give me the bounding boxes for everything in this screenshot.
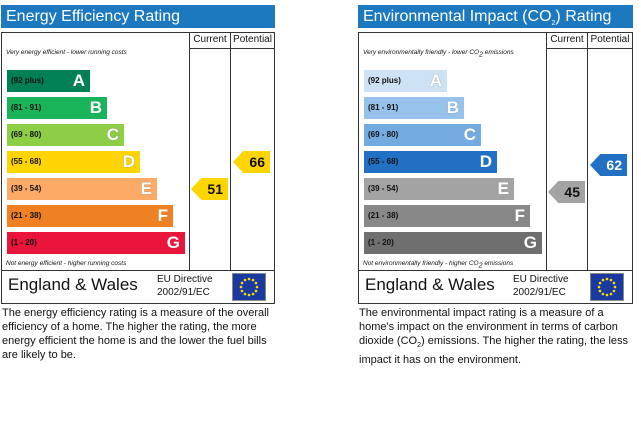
potential-rating-arrow: 62	[590, 154, 627, 176]
band-g: (1 - 20) G	[364, 232, 542, 254]
band-range: (81 - 91)	[11, 103, 42, 112]
potential-column-header: Potential	[233, 34, 272, 45]
current-rating-value: 51	[207, 181, 223, 197]
energy-efficiency-panel: Energy Efficiency Rating Current Potenti…	[1, 5, 275, 362]
energy-efficiency-description: The energy efficiency rating is a measur…	[2, 307, 269, 361]
band-range: (69 - 80)	[11, 130, 42, 139]
current-column-divider	[189, 33, 190, 270]
band-d: (55 - 68) D	[364, 151, 497, 173]
band-letter: B	[89, 98, 102, 117]
band-letter: D	[122, 152, 135, 171]
top-note: Very energy efficient - lower running co…	[6, 49, 127, 56]
eu-flag-icon	[590, 273, 624, 301]
band-range: (21 - 38)	[11, 211, 42, 220]
band-e: (39 - 54) E	[7, 178, 157, 200]
band-range: (92 plus)	[11, 76, 44, 85]
environmental-impact-description: The environmental impact rating is a mea…	[359, 307, 629, 367]
energy-efficiency-footer: England & Wales EU Directive 2002/91/EC	[1, 271, 275, 304]
band-range: (39 - 54)	[368, 184, 399, 193]
band-f: (21 - 38) F	[364, 205, 530, 227]
environmental-impact-footer: England & Wales EU Directive 2002/91/EC	[358, 271, 633, 304]
directive-line2: 2002/91/EC	[513, 287, 566, 298]
band-b: (81 - 91) B	[364, 97, 464, 119]
band-a: (92 plus) A	[7, 70, 90, 92]
directive-line1: EU Directive	[157, 274, 213, 285]
band-g: (1 - 20) G	[7, 232, 185, 254]
band-range: (92 plus)	[368, 76, 401, 85]
eu-flag-icon	[232, 273, 266, 301]
bottom-note: Not energy efficient - higher running co…	[6, 260, 127, 267]
current-column-header: Current	[193, 34, 227, 45]
band-range: (1 - 20)	[368, 238, 394, 247]
environmental-impact-title: Environmental Impact (CO2) Rating	[358, 5, 633, 28]
bottom-note: Not environmentally friendly - higher CO…	[363, 260, 514, 270]
band-letter: G	[166, 233, 180, 252]
band-c: (69 - 80) C	[364, 124, 481, 146]
band-range: (39 - 54)	[11, 184, 42, 193]
directive-line1: EU Directive	[513, 274, 569, 285]
eu-stars	[597, 277, 617, 297]
band-letter: G	[523, 233, 537, 252]
energy-efficiency-title: Energy Efficiency Rating	[1, 5, 275, 28]
band-range: (55 - 68)	[11, 157, 42, 166]
band-d: (55 - 68) D	[7, 151, 140, 173]
band-letter: B	[446, 98, 459, 117]
eu-directive: EU Directive 2002/91/EC	[513, 273, 569, 299]
header-divider	[546, 48, 632, 49]
band-b: (81 - 91) B	[7, 97, 107, 119]
energy-efficiency-chart: Current Potential Very energy efficient …	[1, 32, 275, 271]
band-f: (21 - 38) F	[7, 205, 173, 227]
band-letter: C	[106, 125, 119, 144]
current-rating-arrow: 51	[191, 178, 228, 200]
band-range: (55 - 68)	[368, 157, 399, 166]
band-letter: C	[463, 125, 476, 144]
potential-rating-value: 66	[249, 154, 265, 170]
current-column-divider	[546, 33, 547, 270]
potential-rating-arrow: 66	[233, 151, 270, 173]
band-range: (81 - 91)	[368, 103, 399, 112]
region-label: England & Wales	[365, 275, 495, 294]
potential-column-divider	[587, 33, 588, 270]
band-letter: D	[479, 152, 492, 171]
environmental-impact-panel: Environmental Impact (CO2) Rating Curren…	[358, 5, 633, 367]
current-column-header: Current	[550, 34, 584, 45]
header-divider	[189, 48, 274, 49]
band-letter: A	[429, 71, 442, 90]
current-rating-value: 45	[564, 184, 580, 200]
band-letter: A	[72, 71, 85, 90]
region-label: England & Wales	[8, 275, 138, 294]
band-a: (92 plus) A	[364, 70, 447, 92]
band-e: (39 - 54) E	[364, 178, 514, 200]
current-rating-arrow: 45	[548, 181, 585, 203]
band-range: (21 - 38)	[368, 211, 399, 220]
band-letter: E	[140, 179, 152, 198]
eu-directive: EU Directive 2002/91/EC	[157, 273, 213, 299]
top-note: Very environmentally friendly - lower CO…	[363, 49, 514, 59]
band-range: (69 - 80)	[368, 130, 399, 139]
band-letter: F	[157, 206, 168, 225]
directive-line2: 2002/91/EC	[157, 287, 210, 298]
band-letter: F	[514, 206, 525, 225]
potential-column-divider	[230, 33, 231, 270]
band-range: (1 - 20)	[11, 238, 37, 247]
band-letter: E	[497, 179, 509, 198]
environmental-impact-chart: Current Potential Very environmentally f…	[358, 32, 633, 271]
potential-column-header: Potential	[590, 34, 630, 45]
eu-stars	[239, 277, 259, 297]
potential-rating-value: 62	[606, 157, 622, 173]
band-c: (69 - 80) C	[7, 124, 124, 146]
